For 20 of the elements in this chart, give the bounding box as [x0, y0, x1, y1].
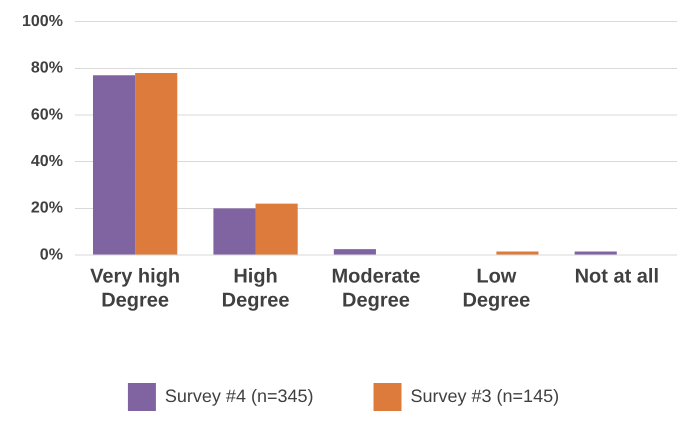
x-tick-label: Very high Degree: [90, 266, 180, 312]
bar: [574, 252, 617, 254]
bar: [496, 252, 539, 254]
y-tick-label: 80%: [30, 60, 63, 77]
bar: [213, 208, 256, 254]
bar: [256, 204, 298, 254]
bar: [92, 75, 136, 254]
x-tick-label: High Degree: [222, 266, 290, 312]
y-tick-label: 20%: [30, 200, 63, 217]
y-tick-label: 0%: [40, 246, 63, 264]
x-tick-label: Moderate Degree: [332, 266, 420, 312]
y-tick-label: 100%: [22, 13, 63, 30]
y-tick-label: 40%: [30, 153, 63, 170]
bar: [334, 249, 376, 254]
y-tick-label: 60%: [30, 106, 63, 124]
legend-label: Survey #3 (n=145): [410, 386, 560, 406]
x-tick-label: Not at all: [574, 266, 660, 288]
legend-label: Survey #4 (n=345): [164, 386, 314, 406]
bar: [135, 72, 178, 254]
x-tick-label: Low Degree: [462, 266, 530, 312]
